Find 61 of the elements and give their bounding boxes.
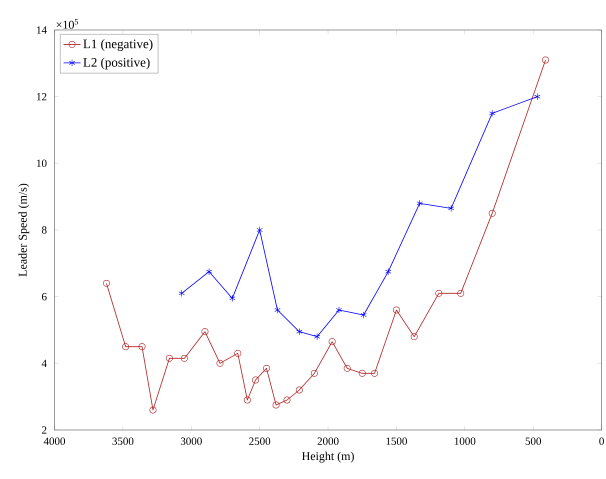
x-tick-label: 500 — [526, 438, 542, 445]
point — [336, 306, 342, 314]
point — [314, 333, 320, 340]
x-tick-label: 1500 — [386, 438, 407, 445]
point — [263, 364, 270, 372]
point — [149, 406, 156, 414]
y-tick-label: 4 — [42, 360, 47, 367]
point — [489, 110, 496, 117]
point — [360, 312, 367, 318]
point — [542, 56, 550, 64]
x-tick-label: 1000 — [454, 438, 476, 445]
point — [229, 294, 236, 302]
point — [252, 376, 260, 384]
point — [201, 328, 208, 336]
point — [392, 306, 400, 314]
point — [256, 226, 263, 234]
point — [166, 354, 173, 362]
point — [328, 338, 336, 346]
point — [274, 306, 280, 314]
point — [296, 386, 303, 394]
point — [296, 328, 302, 336]
x-axis-title: Height (m) — [302, 452, 354, 463]
y-tick-label: 8 — [42, 226, 47, 234]
point — [310, 370, 318, 377]
y-axis-title: Leader Speed (m/s) — [18, 184, 30, 276]
point — [371, 370, 378, 377]
point — [344, 364, 351, 372]
x-tick-label: 3000 — [180, 438, 202, 445]
point — [180, 354, 188, 362]
point — [358, 370, 366, 377]
point — [457, 290, 464, 297]
point — [272, 402, 280, 408]
y-tick-label: 6 — [42, 292, 47, 300]
point — [284, 396, 291, 404]
y-tick-label: 10 — [37, 160, 47, 168]
point — [122, 343, 130, 350]
legend-label: L1 (negative) — [83, 39, 153, 51]
point — [416, 200, 423, 207]
y-tick-label: 2 — [42, 426, 46, 434]
point — [234, 350, 242, 357]
point — [102, 280, 110, 287]
point — [435, 290, 442, 297]
point — [385, 268, 392, 276]
point — [206, 268, 212, 276]
point — [244, 396, 251, 404]
text: ×10$^{5}$ — [56, 19, 78, 29]
point — [178, 290, 185, 297]
point — [448, 204, 454, 212]
point — [138, 343, 146, 350]
x-tick-label: 2500 — [249, 438, 270, 445]
point — [488, 210, 496, 217]
point — [410, 333, 418, 340]
y-tick-label: 12 — [37, 93, 46, 100]
x-tick-label: 3500 — [112, 438, 134, 445]
y-tick-label: 14 — [37, 26, 47, 34]
point — [216, 360, 224, 367]
x-tick-label: 0 — [599, 438, 604, 445]
point — [534, 93, 540, 100]
x-tick-label: 4000 — [44, 438, 66, 445]
legend-label: L2 (positive) — [83, 58, 150, 70]
x-tick-label: 2000 — [318, 438, 339, 445]
